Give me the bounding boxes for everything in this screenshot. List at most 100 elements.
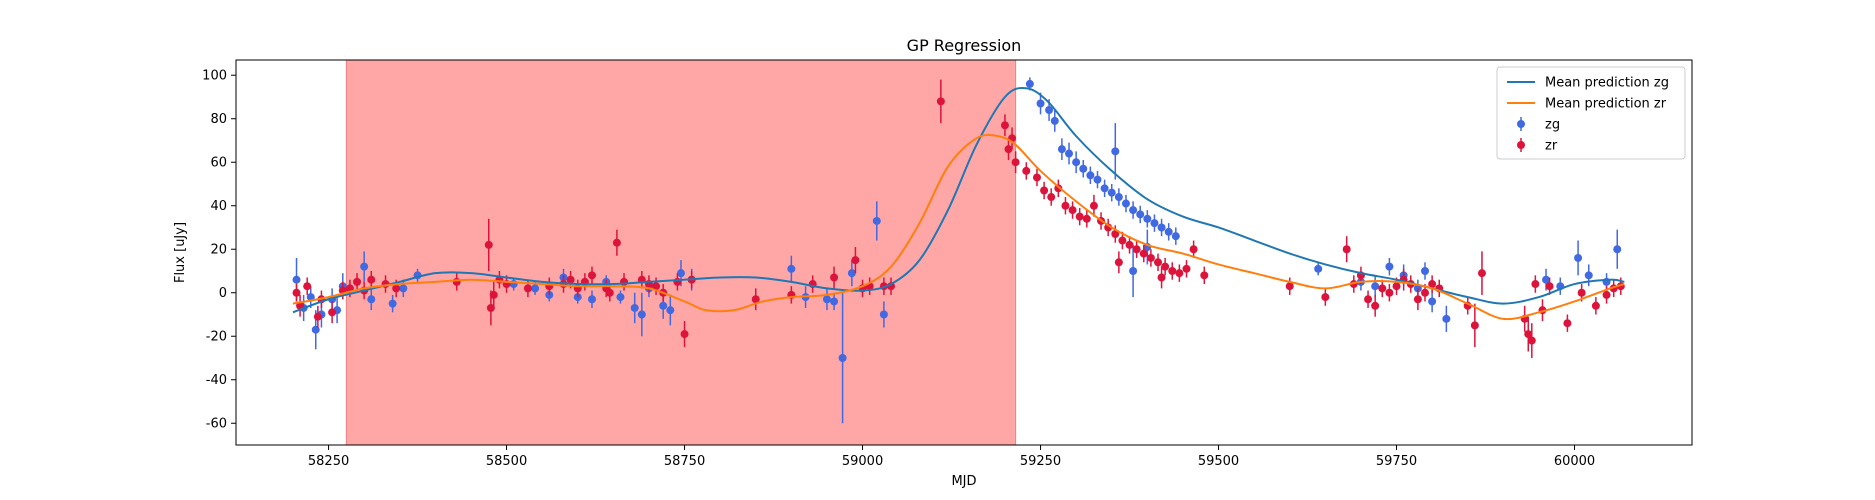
data-point [1524,330,1533,339]
y-tick-label: -40 [206,373,227,388]
data-point [1047,193,1056,202]
legend-swatch [1517,141,1525,149]
y-tick-label: 100 [202,69,227,84]
data-point [1125,240,1134,249]
data-point [1314,264,1323,273]
data-point [1577,288,1586,297]
data-point [1107,188,1116,197]
data-point [1139,249,1148,258]
legend-item: Mean prediction zg [1507,76,1669,91]
data-point [630,303,639,312]
data-point [879,310,888,319]
y-axis-label: Flux [uJy] [173,222,188,283]
data-point [652,282,661,291]
legend-box [1496,66,1686,160]
data-point [566,275,575,284]
data-point [1182,264,1191,273]
x-axis-label: MJD [951,474,976,489]
data-point [1200,271,1209,280]
data-point [1079,164,1088,173]
data-point [1068,206,1077,215]
data-point [787,264,796,273]
data-point [1150,219,1159,228]
data-point [1143,214,1152,223]
data-point [1168,266,1177,275]
data-point [1442,314,1451,323]
data-point [1421,288,1430,297]
data-point [360,262,369,271]
mean-line-zr [292,133,1625,321]
data-point [1157,223,1166,232]
data-point [1111,230,1120,239]
data-point [1065,149,1074,158]
data-point [1189,245,1198,254]
data-point [1025,79,1034,88]
y-tick-label: 60 [210,156,227,171]
data-point [1129,266,1138,275]
data-point [1157,273,1166,282]
data-point [659,301,668,310]
data-point [1050,116,1059,125]
data-point [1032,173,1041,182]
data-point [313,312,322,321]
data-point [1045,106,1054,115]
data-point [822,295,831,304]
data-point [1527,336,1536,345]
data-point [367,275,376,284]
data-point [587,271,596,280]
data-point [1285,282,1294,291]
legend-swatch [1517,120,1525,128]
data-point [936,97,945,106]
data-point [1171,232,1180,241]
data-point [489,290,498,299]
data-point [1154,258,1163,267]
data-point [1093,175,1102,184]
x-tick-label: 59750 [1376,454,1417,469]
data-point [1428,280,1437,289]
data-point [328,308,337,317]
data-point [1082,214,1091,223]
data-point [1061,201,1070,210]
plot-frame [235,59,1693,446]
data-point [1385,288,1394,297]
data-point [838,353,847,362]
data-point [486,303,495,312]
legend-label: Mean prediction zr [1545,97,1667,112]
data-point [1136,210,1145,219]
x-tick-label: 59250 [1020,454,1061,469]
legend-label: zg [1545,118,1560,133]
legend: Mean prediction zg Mean prediction zr zg zr [1496,66,1686,160]
data-point [637,310,646,319]
data-point [292,288,301,297]
data-point [1118,236,1127,245]
data-point [1089,201,1098,210]
data-point [851,256,860,265]
data-point [353,277,362,286]
data-point [1022,166,1031,175]
x-tick-label: 60000 [1554,454,1595,469]
x-tick-label: 58250 [308,454,349,469]
data-point [1470,321,1479,330]
data-point [292,275,301,284]
x-tick-label: 59500 [1198,454,1239,469]
data-point [1175,269,1184,278]
mean-line-zg [292,87,1625,314]
data-point [1428,297,1437,306]
data-point [523,284,532,293]
legend-item: Mean prediction zr [1507,97,1667,112]
data-point [1545,282,1554,291]
data-point [1114,193,1123,202]
data-point [1146,253,1155,262]
y-tick-label: 0 [219,286,227,301]
data-point [452,277,461,286]
data-point [1385,262,1394,271]
data-point [1591,301,1600,310]
data-point [1161,262,1170,271]
data-point [392,284,401,293]
data-point [830,297,839,306]
data-point [1072,158,1081,167]
data-point [612,238,621,247]
y-tick-label: -60 [206,417,227,432]
legend-label: Mean prediction zg [1545,76,1669,91]
